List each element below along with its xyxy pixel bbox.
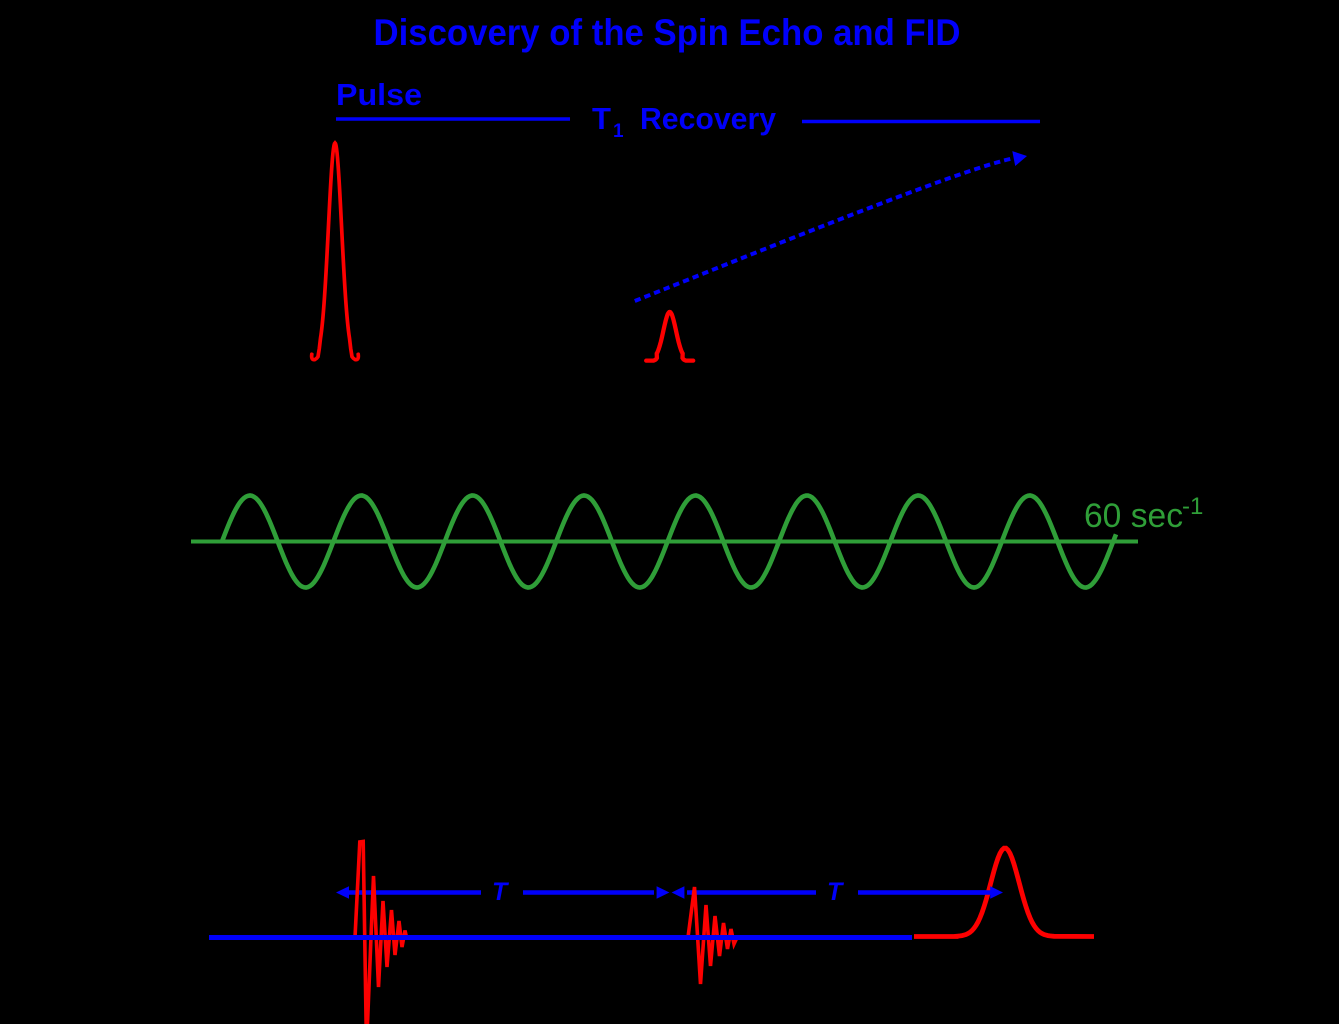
svg-text:Discovery of the Spin Echo and: Discovery of the Spin Echo and FID [374,12,961,53]
svg-text:T: T [592,101,611,136]
svg-text:T: T [492,878,510,906]
svg-text:1: 1 [613,121,624,142]
svg-text:Recovery: Recovery [640,101,777,136]
svg-text:-1: -1 [1182,493,1203,520]
svg-text:T: T [827,878,845,906]
svg-text:60 sec: 60 sec [1084,497,1183,535]
svg-text:Pulse: Pulse [336,77,422,112]
